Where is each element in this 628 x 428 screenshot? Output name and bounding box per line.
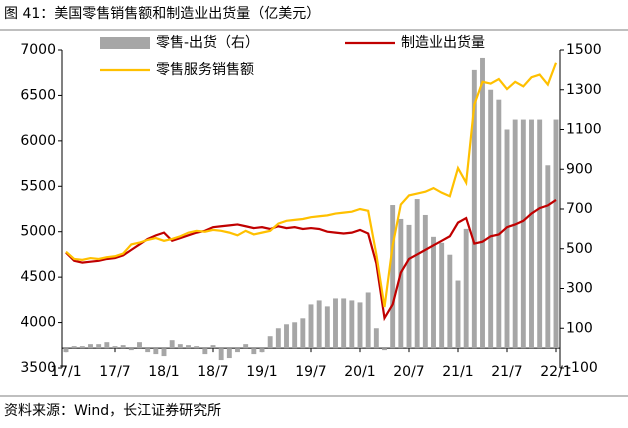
bar: [251, 348, 257, 355]
bar: [398, 218, 404, 349]
x-tick-label: 19/7: [295, 364, 326, 380]
y2-tick-label: 500: [566, 241, 593, 257]
bar: [161, 348, 167, 357]
bar: [63, 348, 69, 353]
legend-swatch: [100, 37, 150, 49]
bar: [447, 254, 453, 349]
legend-label: 零售-出货（右）: [156, 34, 259, 51]
chart-title: 图 41：美国零售销售额和制造业出货量（亿美元）: [4, 5, 320, 22]
bar: [333, 298, 338, 349]
bar: [553, 119, 559, 349]
bar: [422, 214, 428, 349]
bar: [504, 129, 510, 349]
bar: [545, 165, 551, 349]
bar: [529, 119, 534, 349]
bar: [357, 302, 363, 349]
y2-tick-label: 700: [566, 201, 593, 217]
bar: [79, 346, 85, 349]
bar: [275, 328, 281, 349]
y2-tick-label: -100: [566, 360, 598, 376]
bar: [496, 99, 502, 349]
bar: [488, 89, 494, 349]
bar: [202, 348, 208, 355]
y2-tick-label: 100: [566, 320, 593, 336]
bar: [218, 348, 224, 361]
line: [65, 62, 558, 308]
bar: [341, 298, 347, 349]
x-tick-label: 18/1: [148, 364, 179, 380]
bar: [406, 224, 412, 349]
bar: [243, 344, 249, 349]
x-tick-label: 22/1: [540, 364, 571, 380]
y-tick-label: 4000: [20, 315, 56, 331]
bar: [316, 300, 322, 349]
y-tick-label: 3500: [20, 360, 56, 376]
bar: [226, 348, 232, 359]
bar: [520, 119, 526, 349]
bar: [88, 344, 93, 349]
legend-label: 制造业出货量: [401, 34, 485, 51]
y2-tick-label: 1500: [566, 42, 602, 58]
bar: [284, 324, 289, 349]
y-tick-label: 5000: [20, 224, 56, 240]
bar: [145, 348, 151, 353]
bar: [153, 348, 159, 355]
y-tick-label: 5500: [20, 178, 56, 194]
bar: [382, 348, 387, 351]
bar: [235, 348, 240, 353]
y2-tick-label: 1100: [566, 122, 602, 138]
bar: [194, 346, 200, 349]
bar: [480, 57, 485, 349]
bar: [120, 345, 126, 349]
bar: [414, 199, 420, 349]
x-tick-label: 18/7: [197, 364, 228, 380]
bar: [169, 340, 175, 349]
x-tick-label: 17/7: [99, 364, 130, 380]
x-tick-label: 21/7: [491, 364, 522, 380]
y-tick-label: 7000: [20, 42, 56, 58]
bar: [349, 300, 355, 349]
y2-tick-label: 300: [566, 281, 593, 297]
bar: [112, 346, 118, 349]
bar: [537, 119, 543, 349]
bar: [439, 242, 445, 349]
x-tick-label: 17/1: [50, 364, 81, 380]
bar: [259, 348, 265, 353]
bar: [512, 119, 518, 349]
bar: [177, 344, 183, 349]
y2-tick-label: 1300: [566, 82, 602, 98]
bar: [455, 280, 461, 349]
source: 资料来源：Wind，长江证券研究所: [4, 403, 221, 419]
bar: [96, 344, 102, 349]
y2-tick-label: 900: [566, 161, 593, 177]
y-tick-label: 6000: [20, 133, 56, 149]
bar: [71, 346, 77, 349]
bar: [390, 205, 396, 349]
y-tick-label: 6500: [20, 87, 56, 103]
bar: [300, 318, 306, 349]
x-tick-label: 21/1: [442, 364, 473, 380]
bar: [365, 292, 371, 349]
x-tick-label: 20/7: [393, 364, 424, 380]
bar: [463, 228, 469, 349]
bar: [431, 236, 436, 349]
legend-label: 零售服务销售额: [156, 62, 254, 78]
bar: [267, 336, 273, 349]
x-tick-label: 20/1: [344, 364, 375, 380]
bar: [186, 345, 191, 349]
bar: [292, 322, 298, 349]
bar: [471, 69, 477, 349]
bar: [210, 345, 216, 349]
bar: [308, 304, 314, 349]
bar: [324, 306, 330, 349]
y-tick-label: 4500: [20, 269, 56, 285]
bar: [373, 328, 379, 349]
bar: [137, 342, 142, 349]
bar: [128, 348, 134, 351]
x-tick-label: 19/1: [246, 364, 277, 380]
bar: [104, 342, 110, 349]
